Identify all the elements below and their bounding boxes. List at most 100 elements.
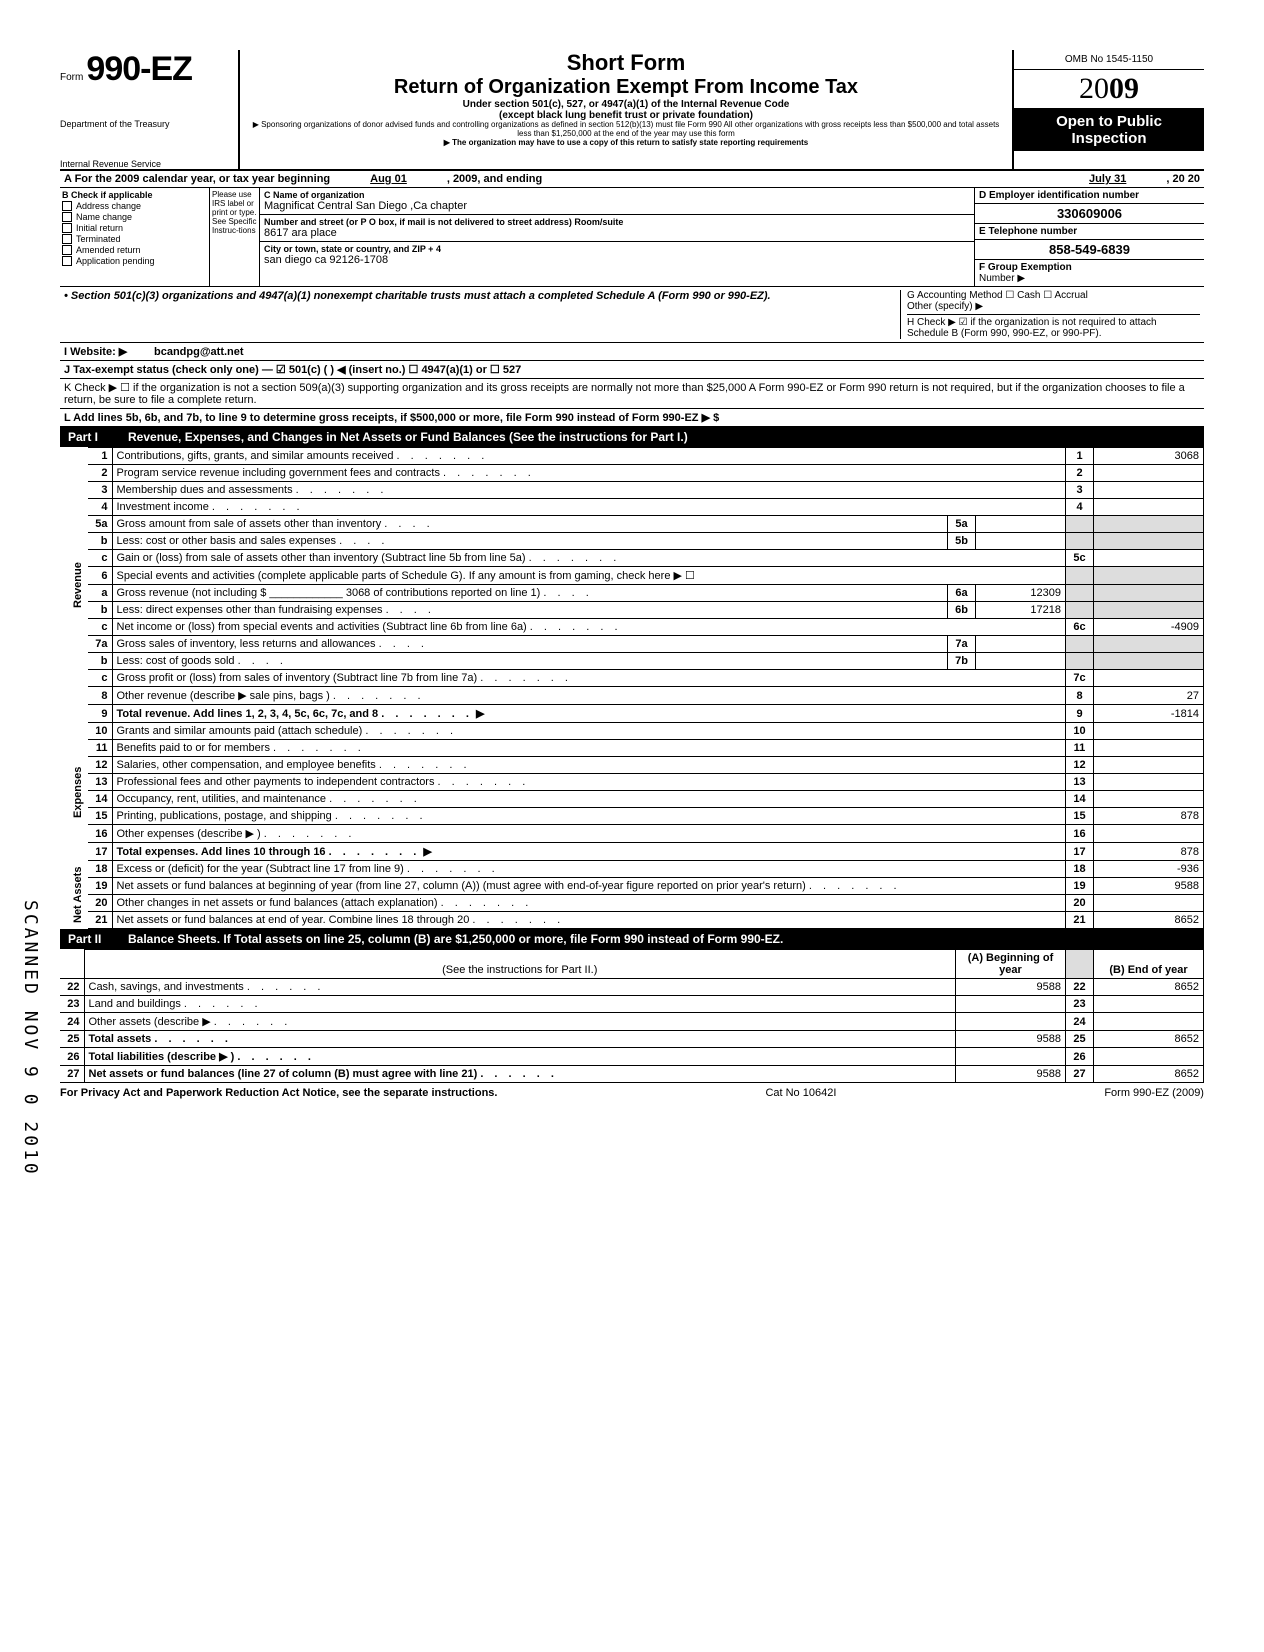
part1-num: Part I bbox=[68, 430, 128, 444]
line-desc: Cash, savings, and investments . . . . .… bbox=[84, 979, 956, 996]
line-amt bbox=[1094, 465, 1204, 482]
checkbox-row[interactable]: Initial return bbox=[62, 223, 207, 233]
line-box: 15 bbox=[1066, 808, 1094, 825]
table-row: 6Special events and activities (complete… bbox=[60, 567, 1204, 585]
amt-shade bbox=[1094, 585, 1204, 602]
line-desc: Total revenue. Add lines 1, 2, 3, 4, 5c,… bbox=[112, 705, 1066, 723]
line-num: 3 bbox=[88, 482, 112, 499]
line-amt: 8652 bbox=[1094, 912, 1204, 929]
line-j: J Tax-exempt status (check only one) — ☑… bbox=[60, 361, 1204, 379]
row-a-label: A For the 2009 calendar year, or tax yea… bbox=[64, 173, 330, 185]
inner-box: 6a bbox=[948, 585, 976, 602]
part2-instr: (See the instructions for Part II.) bbox=[84, 950, 956, 979]
bs-box: 27 bbox=[1066, 1066, 1094, 1083]
bullet-501c3-text: • Section 501(c)(3) organizations and 49… bbox=[64, 290, 900, 339]
line-box: 21 bbox=[1066, 912, 1094, 929]
bs-col-a: 9588 bbox=[956, 1031, 1066, 1048]
checkbox-icon bbox=[62, 223, 72, 233]
footer-left: For Privacy Act and Paperwork Reduction … bbox=[60, 1087, 497, 1099]
table-row: Revenue1Contributions, gifts, grants, an… bbox=[60, 448, 1204, 465]
line-l-lbl: L Add lines 5b, 6b, and 7b, to line 9 to… bbox=[64, 411, 1200, 424]
checkbox-label: Application pending bbox=[76, 256, 155, 266]
table-row: 7aGross sales of inventory, less returns… bbox=[60, 636, 1204, 653]
line-num: b bbox=[88, 533, 112, 550]
table-row: 22Cash, savings, and investments . . . .… bbox=[60, 979, 1204, 996]
line-num: b bbox=[88, 602, 112, 619]
tel-value: 858-549-6839 bbox=[975, 240, 1204, 260]
line-amt: -936 bbox=[1094, 861, 1204, 878]
line-desc: Less: cost of goods sold . . . . bbox=[112, 653, 948, 670]
part1-header: Part I Revenue, Expenses, and Changes in… bbox=[60, 427, 1204, 447]
checkbox-row[interactable]: Address change bbox=[62, 201, 207, 211]
line-desc: Gross profit or (loss) from sales of inv… bbox=[112, 670, 1066, 687]
year-bold: 09 bbox=[1109, 72, 1139, 105]
row-a-begin: Aug 01 bbox=[370, 173, 407, 185]
city-label: City or town, state or country, and ZIP … bbox=[264, 244, 970, 254]
line-amt bbox=[1094, 791, 1204, 808]
bs-box: 26 bbox=[1066, 1048, 1094, 1066]
box-shade bbox=[1066, 516, 1094, 533]
line-num: 19 bbox=[88, 878, 112, 895]
row-a-yr: , 20 20 bbox=[1166, 173, 1200, 185]
line-amt: -4909 bbox=[1094, 619, 1204, 636]
line-amt bbox=[1094, 740, 1204, 757]
line-num: b bbox=[88, 653, 112, 670]
line-desc: Total assets . . . . . . bbox=[84, 1031, 956, 1048]
row-a-end: July 31 bbox=[1089, 173, 1126, 185]
table-row: 9Total revenue. Add lines 1, 2, 3, 4, 5c… bbox=[60, 705, 1204, 723]
org-city: san diego ca 92126-1708 bbox=[264, 254, 970, 266]
line-amt bbox=[1094, 774, 1204, 791]
part1-table: Revenue1Contributions, gifts, grants, an… bbox=[60, 447, 1204, 929]
bs-box: 25 bbox=[1066, 1031, 1094, 1048]
org-street: 8617 ara place bbox=[264, 227, 970, 239]
line-k-lbl: K Check ▶ ☐ if the organization is not a… bbox=[64, 381, 1200, 406]
inner-box: 7b bbox=[948, 653, 976, 670]
table-row: bLess: cost or other basis and sales exp… bbox=[60, 533, 1204, 550]
dept-irs: Internal Revenue Service bbox=[60, 159, 228, 169]
line-desc: Gross revenue (not including $ _________… bbox=[112, 585, 948, 602]
checkbox-icon bbox=[62, 245, 72, 255]
col-b-header: B Check if applicable bbox=[62, 190, 207, 200]
ein-label: D Employer identification number bbox=[979, 190, 1139, 201]
inner-box: 5b bbox=[948, 533, 976, 550]
table-row: 4Investment income . . . . . . .4 bbox=[60, 499, 1204, 516]
form-number-cell: Form 990-EZ Department of the Treasury I… bbox=[60, 50, 240, 169]
line-desc: Membership dues and assessments . . . . … bbox=[112, 482, 1066, 499]
line-num: 2 bbox=[88, 465, 112, 482]
table-row: Expenses10Grants and similar amounts pai… bbox=[60, 723, 1204, 740]
table-row: 5aGross amount from sale of assets other… bbox=[60, 516, 1204, 533]
checkbox-row[interactable]: Application pending bbox=[62, 256, 207, 266]
part1-title: Revenue, Expenses, and Changes in Net As… bbox=[128, 430, 1196, 444]
checkbox-row[interactable]: Name change bbox=[62, 212, 207, 222]
table-row: 8Other revenue (describe ▶ sale pins, ba… bbox=[60, 687, 1204, 705]
line-box: 20 bbox=[1066, 895, 1094, 912]
line-box: 14 bbox=[1066, 791, 1094, 808]
line-box: 13 bbox=[1066, 774, 1094, 791]
header-note2: The organization may have to use a copy … bbox=[250, 139, 1002, 148]
footer-mid: Cat No 10642I bbox=[765, 1087, 836, 1099]
subtitle1: Under section 501(c), 527, or 4947(a)(1)… bbox=[250, 99, 1002, 110]
bs-col-b bbox=[1094, 1013, 1204, 1031]
header-note1: Sponsoring organizations of donor advise… bbox=[250, 121, 1002, 139]
box-shade bbox=[1066, 653, 1094, 670]
checkbox-row[interactable]: Terminated bbox=[62, 234, 207, 244]
line-num: 1 bbox=[88, 448, 112, 465]
line-desc: Investment income . . . . . . . bbox=[112, 499, 1066, 516]
table-row: 26Total liabilities (describe ▶ ) . . . … bbox=[60, 1048, 1204, 1066]
scanned-stamp-side: SCANNED NOV 9 0 2010 bbox=[20, 900, 41, 1177]
checkbox-label: Name change bbox=[76, 212, 132, 222]
checkbox-row[interactable]: Amended return bbox=[62, 245, 207, 255]
line-num: 26 bbox=[60, 1048, 84, 1066]
bs-col-a: 9588 bbox=[956, 979, 1066, 996]
box-shade bbox=[1066, 585, 1094, 602]
line-i: I Website: ▶ bcandpg@att.net bbox=[60, 343, 1204, 361]
table-row: 14Occupancy, rent, utilities, and mainte… bbox=[60, 791, 1204, 808]
footer-right: Form 990-EZ (2009) bbox=[1104, 1087, 1204, 1099]
line-box: 10 bbox=[1066, 723, 1094, 740]
line-desc: Other assets (describe ▶ . . . . . . bbox=[84, 1013, 956, 1031]
tel-label: E Telephone number bbox=[979, 226, 1077, 237]
table-row: 17Total expenses. Add lines 10 through 1… bbox=[60, 843, 1204, 861]
line-desc: Other changes in net assets or fund bala… bbox=[112, 895, 1066, 912]
bs-col-b: 8652 bbox=[1094, 979, 1204, 996]
line-num: 5a bbox=[88, 516, 112, 533]
